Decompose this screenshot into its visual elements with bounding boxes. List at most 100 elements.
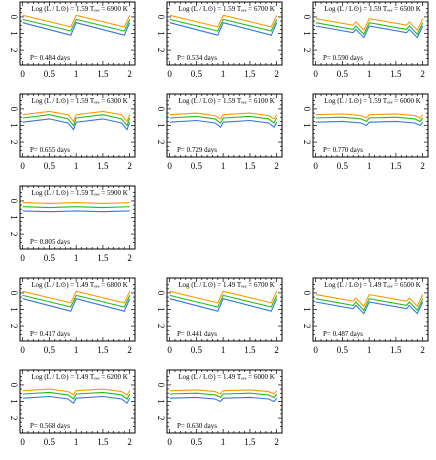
- x-tick-label: 0.5: [191, 161, 203, 171]
- y-tick-label: 0: [156, 291, 166, 296]
- x-tick-label: 2: [274, 161, 279, 171]
- y-tick-label: 0: [9, 15, 19, 20]
- y-tick-label: 2: [156, 140, 166, 145]
- series-line: [22, 388, 131, 396]
- series-line: [315, 22, 424, 36]
- panel-title: Log (L / L⊙) = 1.49 Tₑₑₑ = 6000 K: [178, 373, 275, 381]
- x-tick-label: 2: [127, 161, 132, 171]
- panel: 0 0.5 1 1.5 2 0 1 2 Log (L / L⊙) = 1.59 Tₑₑₑ = 6…: [156, 1, 283, 79]
- x-tick-label: 1.5: [97, 161, 109, 171]
- panel: 0 0.5 1 1.5 2 0 1 2 Log (L / L⊙) = 1.49 Tₑₑₑ = 6…: [156, 369, 283, 447]
- x-tick-label: 0.5: [337, 69, 349, 79]
- x-tick-label: 1.5: [244, 69, 256, 79]
- x-tick-label: 2: [274, 345, 279, 355]
- panel: 0 0.5 1 1.5 2 0 1 2 Log (L / L⊙) = 1.59 Tₑₑₑ = 5…: [9, 185, 136, 263]
- x-tick-label: 1.5: [244, 161, 256, 171]
- x-tick-label: 0: [20, 345, 25, 355]
- period-label: P= 0.487 days: [323, 330, 363, 338]
- x-tick-label: 2: [274, 437, 279, 447]
- y-tick-label: 1: [9, 31, 19, 36]
- x-tick-label: 0: [167, 437, 172, 447]
- x-tick-label: 1.5: [390, 69, 402, 79]
- series-line: [315, 113, 424, 119]
- x-tick-label: 0: [167, 161, 172, 171]
- series-line: [315, 298, 424, 312]
- series-line: [169, 294, 278, 308]
- series-line: [22, 110, 131, 123]
- y-tick-label: 0: [9, 199, 19, 204]
- x-tick-label: 0: [20, 161, 25, 171]
- series-line: [315, 293, 424, 308]
- panel: 0 0.5 1 1.5 2 0 1 2 Log (L / L⊙) = 1.59 Tₑₑₑ = 6…: [156, 93, 283, 171]
- panel-title: Log (L / L⊙) = 1.59 Tₑₑₑ = 5900 K: [31, 189, 128, 197]
- x-tick-label: 2: [127, 69, 132, 79]
- series-line: [315, 25, 424, 39]
- period-label: P= 0.655 days: [30, 146, 70, 154]
- y-tick-label: 0: [302, 291, 312, 296]
- series-line: [315, 301, 424, 315]
- x-tick-label: 1: [367, 161, 372, 171]
- panel-title: Log (L / L⊙) = 1.59 Tₑₑₑ = 6700 K: [178, 5, 275, 13]
- x-tick-label: 0: [167, 69, 172, 79]
- x-tick-label: 1: [74, 69, 79, 79]
- series-line: [169, 290, 278, 304]
- series-line: [22, 395, 131, 405]
- x-tick-label: 1: [221, 345, 226, 355]
- y-tick-label: 2: [156, 48, 166, 53]
- x-tick-label: 1: [74, 253, 79, 263]
- x-tick-label: 1.5: [97, 345, 109, 355]
- panel-title: Log (L / L⊙) = 1.59 Tₑₑₑ = 6500 K: [324, 5, 421, 13]
- y-tick-label: 2: [302, 324, 312, 329]
- x-tick-label: 1.5: [244, 345, 256, 355]
- x-tick-label: 1.5: [390, 161, 402, 171]
- y-tick-label: 2: [302, 140, 312, 145]
- x-tick-label: 1.5: [97, 253, 109, 263]
- series-line: [315, 116, 424, 123]
- x-tick-label: 1: [221, 161, 226, 171]
- x-tick-label: 1: [74, 345, 79, 355]
- x-tick-label: 1.5: [97, 437, 109, 447]
- y-tick-label: 2: [156, 416, 166, 421]
- y-tick-label: 0: [9, 383, 19, 388]
- x-tick-label: 2: [274, 69, 279, 79]
- x-tick-label: 0.5: [337, 345, 349, 355]
- series-line: [169, 115, 278, 124]
- y-tick-label: 1: [302, 31, 312, 36]
- panel: 0 0.5 1 1.5 2 0 1 2 Log (L / L⊙) = 1.59 Tₑₑₑ = 6…: [302, 93, 429, 171]
- x-tick-label: 2: [420, 345, 425, 355]
- x-tick-label: 0.5: [44, 161, 56, 171]
- period-label: P= 0.630 days: [177, 422, 217, 430]
- panel-title: Log (L / L⊙) = 1.49 Tₑₑₑ = 6800 K: [31, 281, 128, 289]
- y-tick-label: 2: [9, 48, 19, 53]
- series-line: [169, 18, 278, 32]
- period-label: P= 0.729 days: [177, 146, 217, 154]
- y-tick-label: 1: [156, 399, 166, 404]
- x-tick-label: 0: [20, 437, 25, 447]
- y-tick-label: 2: [9, 324, 19, 329]
- series-line: [169, 22, 278, 36]
- series-line: [22, 22, 131, 36]
- panel-title: Log (L / L⊙) = 1.59 Tₑₑₑ = 6000 K: [324, 97, 421, 105]
- x-tick-label: 0: [20, 69, 25, 79]
- period-label: P= 0.590 days: [323, 54, 363, 62]
- panel: 0 0.5 1 1.5 2 0 1 2 Log (L / L⊙) = 1.59 Tₑₑₑ = 6…: [9, 93, 136, 171]
- y-tick-label: 1: [9, 215, 19, 220]
- series-line: [169, 396, 278, 403]
- x-tick-label: 0.5: [44, 253, 56, 263]
- period-label: P= 0.484 days: [30, 54, 70, 62]
- y-tick-label: 2: [9, 232, 19, 237]
- period-label: P= 0.534 days: [177, 54, 217, 62]
- y-tick-label: 0: [9, 107, 19, 112]
- panel-title: Log (L / L⊙) = 1.49 Tₑₑₑ = 6500 K: [324, 281, 421, 289]
- y-tick-label: 1: [9, 307, 19, 312]
- y-tick-label: 1: [156, 307, 166, 312]
- panel: 0 0.5 1 1.5 2 0 1 2 Log (L / L⊙) = 1.59 Tₑₑₑ = 6…: [9, 1, 136, 79]
- series-line: [22, 290, 131, 304]
- y-tick-label: 2: [302, 48, 312, 53]
- x-tick-label: 0: [313, 161, 318, 171]
- x-tick-label: 1: [221, 69, 226, 79]
- x-tick-label: 2: [127, 437, 132, 447]
- y-tick-label: 2: [9, 140, 19, 145]
- x-tick-label: 2: [127, 345, 132, 355]
- x-tick-label: 0: [313, 69, 318, 79]
